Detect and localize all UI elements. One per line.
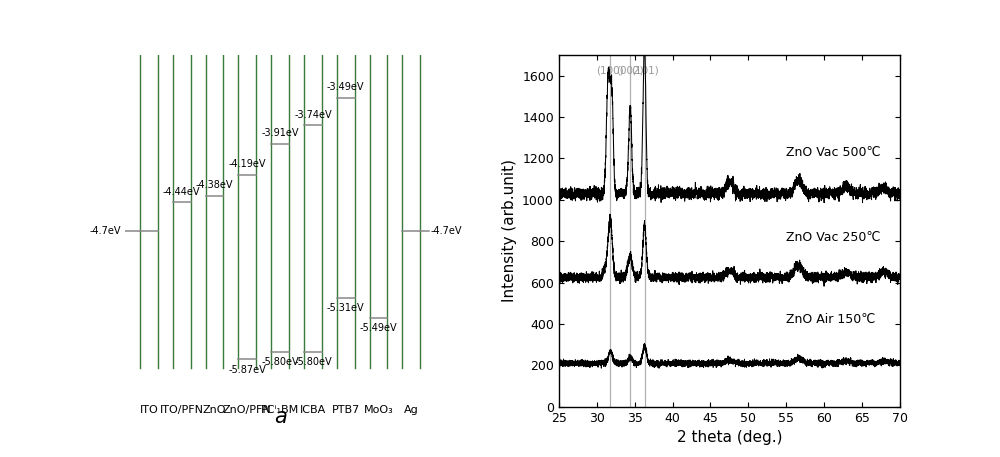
Text: PTB7: PTB7 xyxy=(332,404,360,414)
Text: ITO/PFN: ITO/PFN xyxy=(160,404,204,414)
Text: -5.49eV: -5.49eV xyxy=(360,323,397,333)
Text: ZnO Air 150℃: ZnO Air 150℃ xyxy=(786,314,876,326)
Text: ZnO: ZnO xyxy=(203,404,226,414)
Text: -3.74eV: -3.74eV xyxy=(294,110,332,120)
Text: Ag: Ag xyxy=(404,404,419,414)
Text: a: a xyxy=(274,407,286,427)
Text: ZnO Vac 500℃: ZnO Vac 500℃ xyxy=(786,146,881,159)
Text: -5.80eV: -5.80eV xyxy=(261,357,299,367)
Text: -5.31eV: -5.31eV xyxy=(327,303,364,314)
Text: (002): (002) xyxy=(616,65,644,75)
Text: -4.7eV: -4.7eV xyxy=(431,226,462,236)
X-axis label: 2 theta (deg.): 2 theta (deg.) xyxy=(677,430,782,445)
Text: -3.91eV: -3.91eV xyxy=(261,128,299,138)
Text: ZnO Vac 250℃: ZnO Vac 250℃ xyxy=(786,230,881,244)
Text: -3.49eV: -3.49eV xyxy=(327,82,364,92)
Text: -4.7eV: -4.7eV xyxy=(89,226,121,236)
Text: (100): (100) xyxy=(597,65,624,75)
Text: -4.38eV: -4.38eV xyxy=(196,180,233,190)
Text: ITO: ITO xyxy=(139,404,158,414)
Text: PCⁱ₁BM: PCⁱ₁BM xyxy=(261,404,299,414)
Text: MoO₃: MoO₃ xyxy=(364,404,393,414)
Text: -5.80eV: -5.80eV xyxy=(294,357,332,367)
Text: ZnO/PFN: ZnO/PFN xyxy=(223,404,272,414)
Y-axis label: Intensity (arb.unit): Intensity (arb.unit) xyxy=(502,159,517,302)
Text: (101): (101) xyxy=(631,65,658,75)
Text: -4.44eV: -4.44eV xyxy=(163,187,200,197)
Text: ICBA: ICBA xyxy=(300,404,326,414)
Text: -5.87eV: -5.87eV xyxy=(228,365,266,375)
Text: -4.19eV: -4.19eV xyxy=(229,159,266,169)
